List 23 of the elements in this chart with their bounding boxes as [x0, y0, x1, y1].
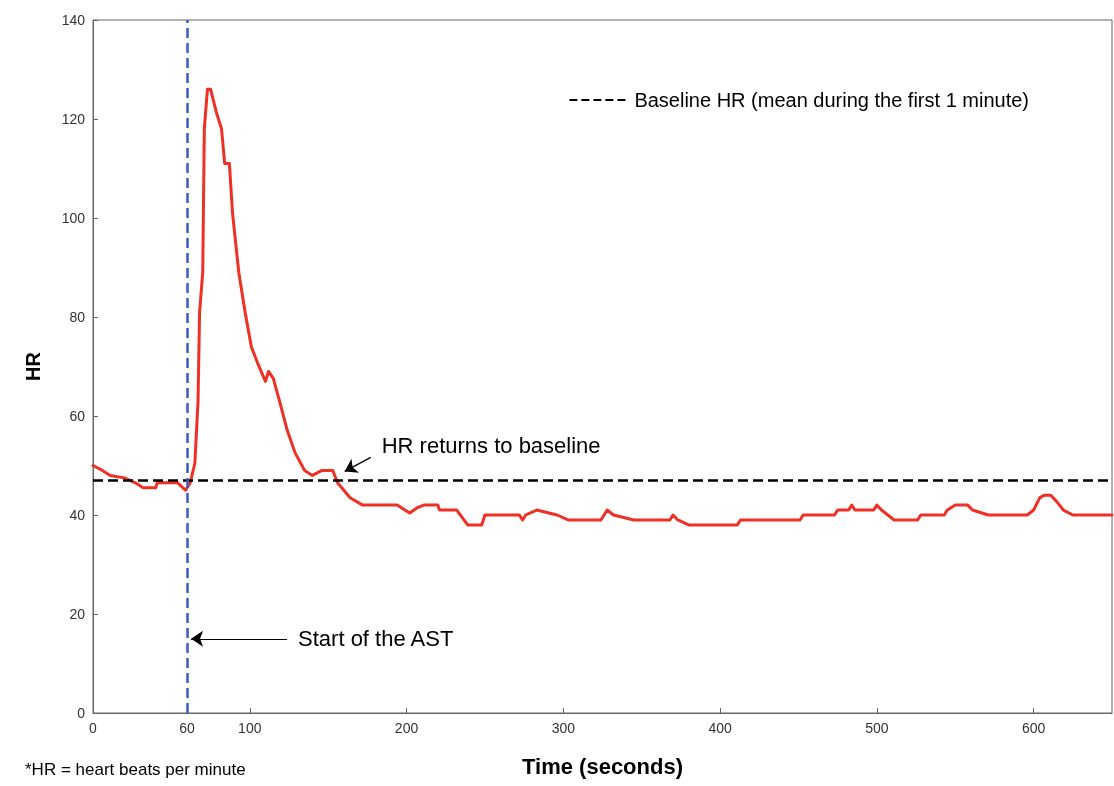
annotation: Start of the AST	[298, 626, 454, 652]
x-tick-label: 600	[1021, 720, 1046, 736]
x-axis-title: Time (seconds)	[522, 753, 683, 779]
x-tick-label: 500	[865, 720, 889, 736]
y-tick-label: 100	[61, 210, 86, 226]
x-tick-label: 0	[89, 720, 98, 736]
x-tick-label: 100	[238, 720, 262, 736]
x-tick-label: 60	[179, 720, 196, 736]
y-tick-label: 40	[69, 507, 86, 523]
y-tick-label: 60	[69, 408, 86, 424]
legend-label: Baseline HR (mean during the first 1 minute)	[634, 89, 1030, 111]
y-tick-label: 120	[61, 111, 86, 127]
line-series	[91, 87, 1114, 527]
text: *HR = heart beats per minute	[25, 760, 246, 779]
annotation: HR returns to baseline	[381, 432, 601, 458]
y-tick-label: 80	[69, 309, 86, 325]
x-tick-label: 400	[708, 720, 732, 736]
y-axis-title: HR	[22, 351, 44, 381]
y-tick-label: 0	[77, 705, 86, 721]
y-tick-label: 140	[61, 12, 86, 28]
y-tick-label: 20	[69, 606, 86, 622]
x-tick-label: 300	[551, 720, 576, 736]
x-tick-label: 200	[394, 720, 419, 736]
